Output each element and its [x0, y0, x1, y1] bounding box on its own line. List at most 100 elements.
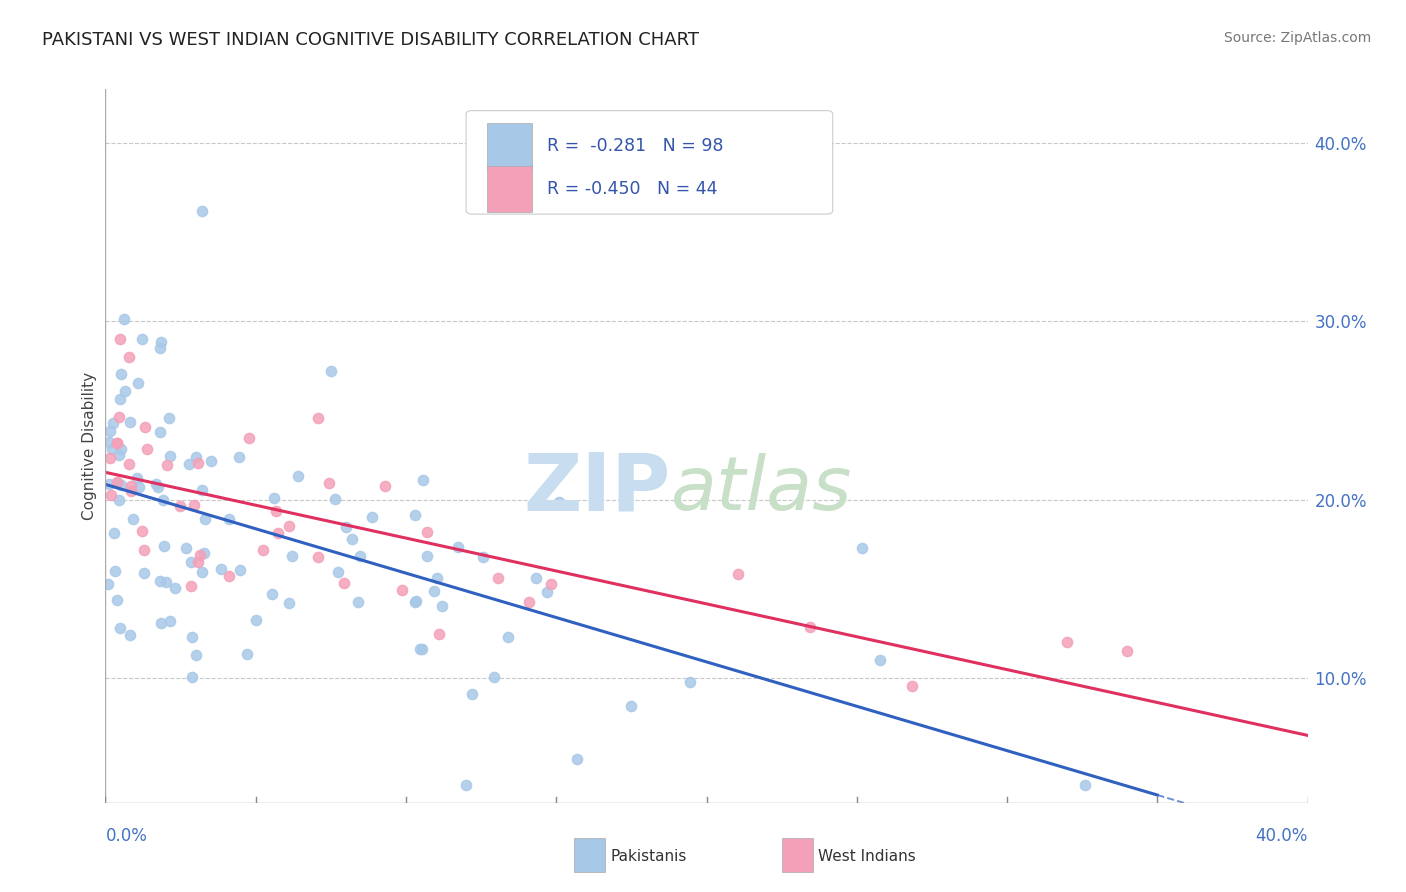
- Point: [120, 478, 142, 492]
- Point: [209, 562, 232, 576]
- Point: [486, 571, 509, 585]
- Point: [404, 508, 426, 522]
- Point: [194, 511, 217, 525]
- Point: [179, 457, 201, 471]
- Point: [105, 475, 128, 490]
- Point: [149, 616, 172, 631]
- FancyBboxPatch shape: [486, 123, 533, 169]
- Point: [335, 520, 357, 534]
- Point: [127, 376, 149, 390]
- Point: [416, 549, 439, 564]
- Point: [101, 442, 124, 457]
- Point: [548, 495, 571, 509]
- Point: [155, 574, 177, 589]
- Point: [121, 483, 143, 498]
- Point: [114, 312, 136, 326]
- Point: [200, 454, 222, 468]
- Point: [238, 431, 260, 445]
- Point: [526, 571, 548, 585]
- Point: [128, 480, 150, 494]
- Point: [404, 595, 426, 609]
- Point: [108, 493, 131, 508]
- Point: [565, 752, 588, 766]
- Point: [416, 525, 439, 540]
- Point: [218, 511, 240, 525]
- Point: [110, 367, 132, 381]
- Point: [98, 424, 121, 438]
- Point: [1056, 635, 1078, 649]
- Point: [153, 539, 176, 553]
- Point: [145, 477, 167, 491]
- Text: Source: ZipAtlas.com: Source: ZipAtlas.com: [1223, 31, 1371, 45]
- Point: [101, 416, 124, 430]
- FancyBboxPatch shape: [486, 166, 533, 212]
- Point: [107, 448, 129, 462]
- Point: [110, 332, 132, 346]
- Point: [318, 476, 340, 491]
- Point: [105, 593, 128, 607]
- Point: [620, 699, 643, 714]
- Point: [245, 613, 267, 627]
- Point: [148, 341, 170, 355]
- Text: West Indians: West Indians: [818, 849, 917, 863]
- Point: [105, 475, 128, 490]
- Point: [426, 571, 449, 585]
- Point: [181, 671, 204, 685]
- Point: [423, 584, 446, 599]
- Point: [1116, 644, 1139, 658]
- Point: [108, 392, 131, 406]
- Point: [134, 566, 156, 580]
- Point: [260, 587, 283, 601]
- Point: [174, 541, 197, 556]
- Point: [851, 541, 873, 555]
- Point: [149, 425, 172, 439]
- Point: [236, 647, 259, 661]
- Point: [411, 641, 433, 656]
- Text: Pakistanis: Pakistanis: [610, 849, 686, 863]
- Point: [104, 564, 127, 578]
- Y-axis label: Cognitive Disability: Cognitive Disability: [82, 372, 97, 520]
- Point: [156, 458, 179, 473]
- Point: [103, 525, 125, 540]
- Point: [118, 416, 141, 430]
- Point: [307, 550, 329, 565]
- Point: [799, 620, 821, 634]
- Point: [278, 518, 301, 533]
- Point: [97, 577, 120, 591]
- Point: [447, 541, 470, 555]
- Point: [187, 556, 209, 570]
- Point: [146, 480, 169, 494]
- Point: [98, 435, 121, 450]
- Point: [427, 627, 450, 641]
- Point: [149, 574, 172, 589]
- Point: [190, 483, 212, 497]
- Point: [152, 492, 174, 507]
- Point: [163, 581, 186, 595]
- Point: [108, 621, 131, 635]
- Point: [536, 584, 558, 599]
- Point: [456, 778, 478, 792]
- Point: [267, 526, 290, 541]
- Point: [361, 510, 384, 524]
- Point: [347, 595, 370, 609]
- Text: ZIP: ZIP: [523, 450, 671, 528]
- Point: [405, 594, 427, 608]
- Point: [100, 487, 122, 501]
- Point: [149, 334, 172, 349]
- Point: [183, 498, 205, 512]
- Point: [482, 670, 505, 684]
- Point: [471, 550, 494, 565]
- Point: [110, 478, 132, 492]
- Point: [307, 411, 329, 425]
- Point: [349, 549, 371, 563]
- Point: [135, 442, 157, 457]
- Point: [218, 569, 240, 583]
- Point: [409, 642, 432, 657]
- Point: [110, 442, 132, 457]
- Point: [323, 492, 346, 507]
- Point: [118, 350, 141, 364]
- Point: [188, 548, 211, 562]
- Point: [869, 653, 891, 667]
- Text: atlas: atlas: [671, 453, 852, 524]
- Point: [187, 456, 209, 470]
